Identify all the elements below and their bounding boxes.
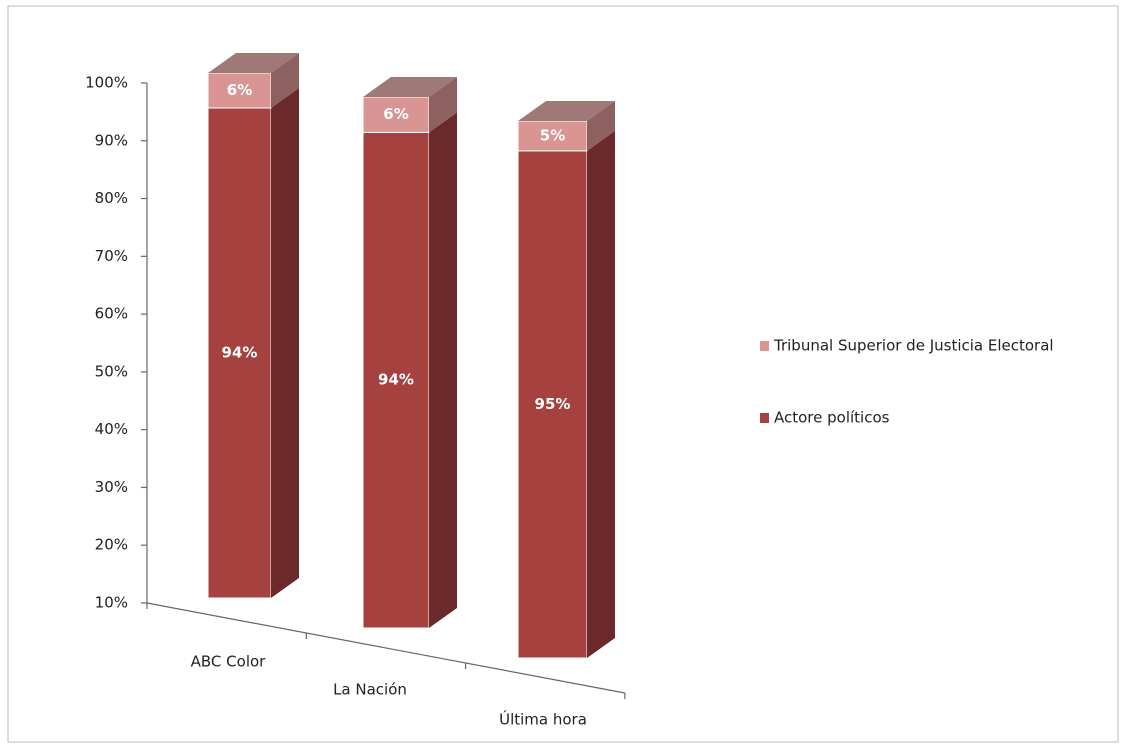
bar-segment xyxy=(517,120,588,152)
bar-top xyxy=(208,53,299,73)
legend-label: Tribunal Superior de Justicia Electoral xyxy=(773,337,1054,355)
bar-side xyxy=(429,112,457,628)
x-axis xyxy=(146,602,626,694)
y-tick-label: 40% xyxy=(95,420,128,438)
y-tick-label: 70% xyxy=(95,247,128,265)
bar-segment xyxy=(362,96,430,133)
y-tick-label: 50% xyxy=(95,362,128,380)
bar-segment xyxy=(362,131,430,629)
y-tick-label: 60% xyxy=(95,305,128,323)
bar-side xyxy=(587,101,615,151)
value-label: 6% xyxy=(383,105,408,123)
bar-top xyxy=(518,101,615,121)
bar-side xyxy=(271,88,299,598)
bar-side xyxy=(429,77,457,133)
x-tick-label: La Nación xyxy=(333,681,407,699)
bar-segment xyxy=(207,72,272,109)
y-tick-label: 80% xyxy=(95,189,128,207)
x-tick-label: ABC Color xyxy=(191,653,267,671)
bar-top xyxy=(363,77,457,97)
y-tick-label: 90% xyxy=(95,131,128,149)
legend-swatch xyxy=(760,341,769,351)
value-label: 6% xyxy=(227,81,252,99)
y-tick-label: 30% xyxy=(95,478,128,496)
x-tick-label: Última hora xyxy=(499,710,587,729)
y-tick-label: 100% xyxy=(85,74,128,92)
bar-side xyxy=(271,53,299,108)
legend-swatch xyxy=(760,413,769,423)
value-label: 5% xyxy=(540,126,565,144)
legend-label: Actore políticos xyxy=(774,409,890,427)
y-tick-label: 20% xyxy=(95,536,128,554)
value-label: 95% xyxy=(535,395,571,413)
bar-segment xyxy=(207,107,272,599)
value-label: 94% xyxy=(378,371,414,389)
value-label: 94% xyxy=(222,344,258,362)
bar-side xyxy=(587,130,615,659)
y-tick-label: 10% xyxy=(95,594,128,612)
